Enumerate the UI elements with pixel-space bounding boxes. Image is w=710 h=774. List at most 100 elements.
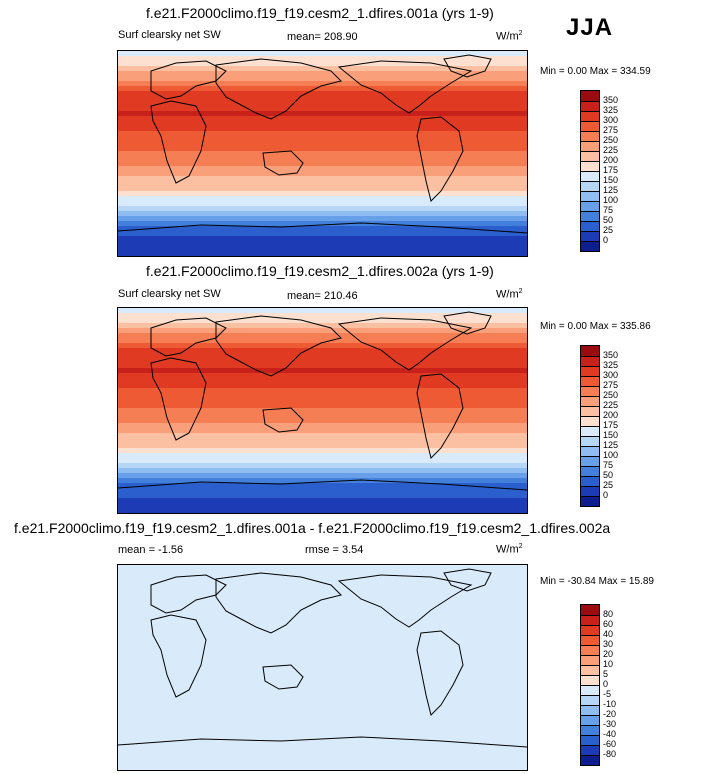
panel1-field-band: [118, 151, 527, 157]
panel2-field-band: [118, 498, 527, 504]
panel2-field-band: [118, 433, 527, 439]
panel2-colorbar-box: [581, 486, 599, 496]
panel3-coastline: [416, 630, 464, 716]
panel3-minmax: Min = -30.84 Max = 15.89: [540, 576, 654, 587]
panel1-field-band: [118, 111, 527, 117]
panel3-field-band: [118, 715, 527, 721]
panel3-field-band: [118, 665, 527, 671]
panel3-coastline: [150, 574, 227, 614]
panel1-field-band: [118, 71, 527, 77]
panel3-colorbar-label: 20: [603, 649, 614, 659]
panel1-field-band: [118, 216, 527, 222]
panel3-colorbar-label: -20: [603, 709, 617, 719]
panel1-field-band: [118, 51, 527, 57]
panel1-colorbar-box: [581, 141, 599, 151]
panel3-field-band: [118, 570, 527, 576]
panel3-field-band: [118, 685, 527, 691]
panel3-colorbar-box: [581, 695, 599, 705]
panel3-colorbar-box: [581, 715, 599, 725]
panel2-colorbar-box: [581, 466, 599, 476]
panel2-field-band: [118, 343, 527, 349]
panel1-colorbar-box: [581, 121, 599, 131]
panel2-field-band: [118, 383, 527, 389]
panel1-field-band: [118, 91, 527, 97]
panel1-colorbar-label: 50: [603, 215, 614, 225]
panel3-field-band: [118, 720, 527, 726]
panel1-mean: mean= 208.90: [287, 31, 358, 43]
panel3-colorbar-box: [581, 675, 599, 685]
panel3-colorbar-label: 40: [603, 629, 614, 639]
panel3-colorbar-label: 60: [603, 619, 614, 629]
panel1-coastline: [118, 222, 527, 234]
panel2-field-band: [118, 398, 527, 404]
panel2-field-band: [118, 468, 527, 474]
panel1-field-band: [118, 141, 527, 147]
panel1-field-band: [118, 106, 527, 112]
panel1-colorbar-box: [581, 211, 599, 221]
panel2-colorbar-label: 100: [603, 450, 619, 460]
panel2-field-band: [118, 443, 527, 449]
panel3-colorbar-box: [581, 635, 599, 645]
panel3-colorbar-box: [581, 615, 599, 625]
panel1-field-band: [118, 96, 527, 102]
panel3-field-band: [118, 590, 527, 596]
panel3-field-band: [118, 740, 527, 746]
panel2-field-band: [118, 408, 527, 414]
panel1-minmax: Min = 0.00 Max = 334.59: [540, 66, 651, 77]
panel3-field-band: [118, 745, 527, 751]
panel2-colorbar-box: [581, 446, 599, 456]
panel1-field-band: [118, 56, 527, 62]
panel1-colorbar-box: [581, 91, 599, 101]
panel2-field-band: [118, 308, 527, 314]
panel3-field-band: [118, 700, 527, 706]
panel3-coastline: [262, 664, 304, 690]
panel2-variable: Surf clearsky net SW: [118, 288, 221, 300]
panel3-field-band: [118, 585, 527, 591]
panel2-colorbar-label: 300: [603, 370, 619, 380]
panel1-field-band: [118, 76, 527, 82]
panel2-map: [117, 307, 528, 514]
panel1-colorbar-label: 300: [603, 115, 619, 125]
panel3-field-band: [118, 735, 527, 741]
panel2-map-svg: [118, 308, 527, 513]
panel2-colorbar-box: [581, 346, 599, 356]
panel2-colorbar-label: 200: [603, 410, 619, 420]
panel2-colorbar-label: 25: [603, 480, 614, 490]
panel3-field-band: [118, 605, 527, 611]
panel3-colorbar-box: [581, 605, 599, 615]
panel1-field-band: [118, 146, 527, 152]
panel1-field-band: [118, 241, 527, 247]
panel3-colorbar-box: [581, 735, 599, 745]
panel2-field-band: [118, 438, 527, 444]
panel3-field-band: [118, 750, 527, 756]
panel3-title: f.e21.F2000climo.f19_f19.cesm2_1.dfires.…: [14, 520, 611, 536]
panel2-colorbar-box: [581, 376, 599, 386]
panel2-colorbar-label: 0: [603, 490, 609, 500]
panel3-field-band: [118, 565, 527, 571]
panel3-colorbar-label: -80: [603, 749, 617, 759]
panel3-colorbar-label: -60: [603, 739, 617, 749]
panel1-colorbar-box: [581, 101, 599, 111]
panel3-field-band: [118, 760, 527, 766]
panel1-field-band: [118, 196, 527, 202]
panel1-colorbar-box: [581, 221, 599, 231]
panel1-field-band: [118, 86, 527, 92]
panel1-colorbar-label: 200: [603, 155, 619, 165]
panel2-field-band: [118, 333, 527, 339]
panel1-colorbar-label: 25: [603, 225, 614, 235]
panel2-units: W/m2: [496, 288, 523, 301]
panel1-colorbar-label: 75: [603, 205, 614, 215]
panel1-field-band: [118, 206, 527, 212]
panel2-field-band: [118, 313, 527, 319]
panel1-field-band: [118, 131, 527, 137]
panel1-colorbar-box: [581, 111, 599, 121]
panel3-field-band: [118, 625, 527, 631]
panel2-field-band: [118, 483, 527, 489]
panel1-colorbar-label: 125: [603, 185, 619, 195]
panel3-colorbar-box: [581, 625, 599, 635]
panel3-field-band: [118, 730, 527, 736]
panel2-field-band: [118, 463, 527, 469]
panel1-field-band: [118, 231, 527, 237]
panel1-field-band: [118, 101, 527, 107]
panel2-field-band: [118, 368, 527, 374]
